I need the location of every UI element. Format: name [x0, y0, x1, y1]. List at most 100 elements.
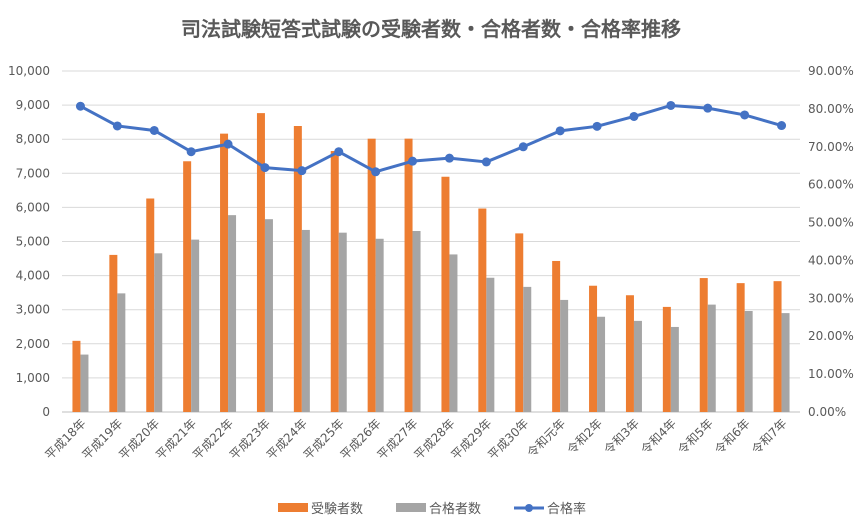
bar-合格者数 — [597, 316, 606, 412]
y-right-tick-label: 70.00% — [808, 140, 854, 154]
point-合格率 — [149, 125, 159, 135]
legend-swatch — [278, 503, 308, 512]
bar-受験者数 — [72, 340, 81, 412]
bar-合格者数 — [264, 219, 273, 412]
y-right-tick-label: 0.00% — [808, 405, 846, 419]
y-right-tick-label: 50.00% — [808, 216, 854, 230]
point-合格率 — [260, 163, 270, 173]
y-left-tick-label: 7,000 — [16, 166, 50, 180]
bar-合格者数 — [117, 293, 126, 412]
y-right-tick-label: 30.00% — [808, 291, 854, 305]
bar-合格者数 — [375, 238, 384, 412]
point-合格率 — [481, 157, 491, 167]
bar-合格者数 — [228, 215, 237, 412]
x-tick-label: 令和5年 — [674, 416, 715, 457]
x-tick-label: 令和4年 — [638, 416, 679, 457]
bar-受験者数 — [736, 283, 745, 412]
y-right-tick-label: 60.00% — [808, 178, 854, 192]
bar-受験者数 — [293, 126, 302, 413]
y-left-tick-label: 9,000 — [16, 98, 50, 112]
y-left-tick-label: 1,000 — [16, 371, 50, 385]
legend-label: 合格率 — [547, 501, 586, 517]
legend-label: 受験者数 — [311, 502, 363, 517]
bar-受験者数 — [220, 133, 229, 412]
bar-受験者数 — [478, 208, 487, 412]
bar-合格者数 — [781, 313, 790, 412]
bar-受験者数 — [146, 198, 155, 412]
point-合格率 — [75, 101, 85, 111]
point-合格率 — [518, 142, 528, 152]
x-tick-label: 令和元年 — [524, 416, 569, 461]
point-合格率 — [629, 111, 639, 121]
bar-合格者数 — [523, 286, 532, 412]
point-合格率 — [297, 166, 307, 176]
bar-合格者数 — [338, 232, 347, 412]
x-tick-label: 令和6年 — [711, 416, 752, 457]
bar-受験者数 — [441, 176, 450, 412]
bar-受験者数 — [662, 306, 671, 412]
y-axis-right: 0.00% 10.00% 20.00% 30.00% 40.00% 50.00% 60.00… — [808, 64, 854, 419]
point-合格率 — [444, 153, 454, 163]
y-left-tick-label: 3,000 — [16, 303, 50, 317]
point-合格率 — [592, 121, 602, 131]
point-合格率 — [371, 167, 381, 177]
point-合格率 — [408, 156, 418, 166]
x-tick-label: 令和2年 — [564, 416, 605, 457]
point-合格率 — [740, 110, 750, 120]
point-合格率 — [703, 103, 713, 113]
y-left-tick-label: 5,000 — [16, 235, 50, 249]
bar-受験者数 — [330, 151, 339, 412]
line-合格率 — [79, 103, 782, 174]
y-left-tick-label: 0 — [42, 405, 50, 419]
x-tick-label: 令和3年 — [601, 416, 642, 457]
rate-line — [75, 100, 787, 177]
point-合格率 — [112, 121, 122, 131]
bar-合格者数 — [707, 304, 716, 412]
y-right-tick-label: 10.00% — [808, 367, 854, 381]
point-合格率 — [334, 147, 344, 157]
y-left-tick-label: 4,000 — [16, 269, 50, 283]
y-left-tick-label: 8,000 — [16, 132, 50, 146]
y-left-tick-label: 6,000 — [16, 200, 50, 214]
bar-合格者数 — [633, 320, 642, 412]
point-合格率 — [666, 100, 676, 110]
legend-swatch — [396, 503, 426, 512]
bar-受験者数 — [589, 285, 598, 412]
bar-受験者数 — [404, 138, 413, 412]
bar-合格者数 — [486, 277, 495, 412]
bar-受験者数 — [367, 138, 376, 412]
point-合格率 — [186, 147, 196, 157]
bar-合格者数 — [412, 230, 421, 412]
legend-label: 合格者数 — [429, 501, 481, 517]
bar-受験者数 — [256, 113, 265, 413]
y-right-tick-label: 90.00% — [808, 64, 854, 78]
bar-合格者数 — [191, 239, 200, 412]
bar-合格者数 — [80, 354, 89, 412]
bar-受験者数 — [552, 260, 561, 412]
bar-合格者数 — [154, 253, 163, 412]
y-right-tick-label: 40.00% — [808, 253, 854, 267]
bar-受験者数 — [109, 254, 118, 412]
y-right-tick-label: 80.00% — [808, 102, 854, 116]
bars — [72, 113, 790, 413]
x-axis: 平成18年平成19年平成20年平成21年平成22年平成23年平成24年平成25年… — [42, 416, 789, 463]
point-合格率 — [223, 139, 233, 149]
chart-title: 司法試験短答式試験の受験者数・合格者数・合格率推移 — [181, 17, 681, 41]
y-right-tick-label: 20.00% — [808, 329, 854, 343]
bar-受験者数 — [625, 295, 634, 412]
gridlines — [62, 70, 800, 413]
legend-marker — [525, 504, 533, 512]
bar-受験者数 — [773, 281, 782, 412]
y-left-tick-label: 2,000 — [16, 337, 50, 351]
bar-合格者数 — [560, 299, 569, 412]
point-合格率 — [777, 121, 787, 131]
bar-受験者数 — [515, 233, 524, 412]
bar-合格者数 — [744, 310, 753, 412]
y-axis-left: 0 1,000 2,000 3,000 4,000 5,000 6,000 7,000 8,00… — [8, 64, 50, 419]
bar-受験者数 — [183, 161, 192, 412]
point-合格率 — [555, 126, 565, 136]
x-tick-label: 令和7年 — [748, 416, 789, 457]
x-tick-label: 平成30年 — [485, 416, 531, 462]
bar-受験者数 — [699, 278, 708, 412]
